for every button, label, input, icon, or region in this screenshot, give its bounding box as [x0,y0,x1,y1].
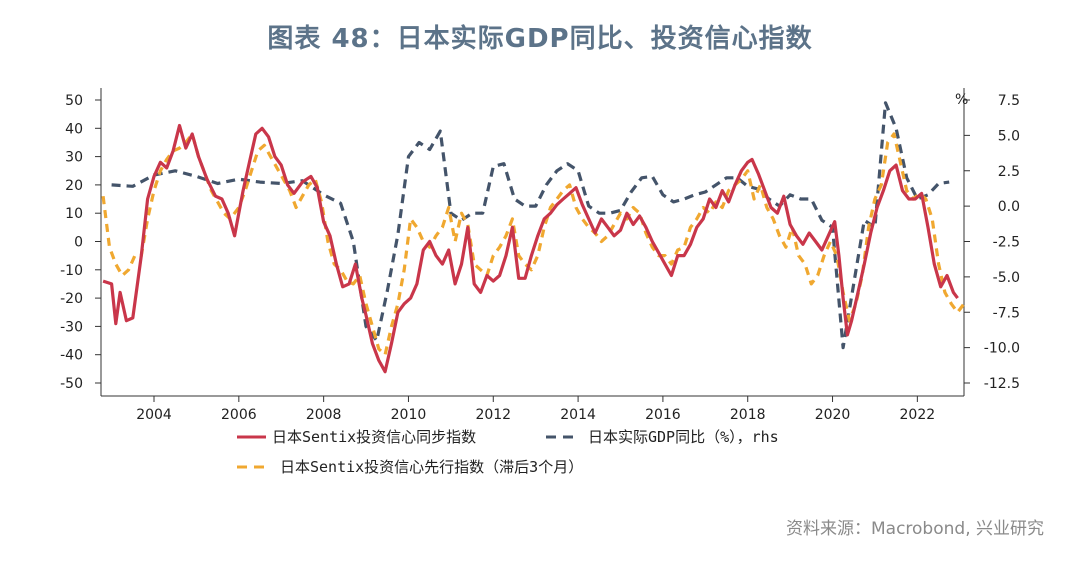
right-tick-label: -2.5 [993,235,1020,251]
left-tick-label: -20 [60,291,83,307]
right-tick-label: 5.0 [998,128,1020,144]
x-tick-label: 2020 [815,407,851,423]
left-tick-label: 30 [65,150,83,166]
left-tick-label: -40 [60,348,83,364]
left-tick-label: 40 [65,121,83,137]
x-tick-label: 2018 [730,407,766,423]
series-line-sync [102,123,959,374]
x-tick-label: 2012 [475,407,511,423]
left-tick-label: -10 [60,263,83,279]
right-tick-label: -10.0 [984,341,1020,357]
series-line-gdp [111,101,950,350]
x-tick-label: 2016 [645,407,681,423]
right-tick-label: -7.5 [993,305,1020,321]
page-title: 图表 48：日本实际GDP同比、投资信心指数 [267,24,813,54]
right-tick-label: -5.0 [993,270,1020,286]
x-tick-label: 2022 [900,407,936,423]
x-tick-label: 2008 [306,407,342,423]
series-layer [101,101,966,374]
x-tick-label: 2010 [391,407,427,423]
x-tick-label: 2006 [221,407,257,423]
series-line-lead [101,132,966,357]
right-tick-label: 0.0 [998,199,1020,215]
left-tick-label: 10 [65,206,83,222]
right-axis-ticks: % 7.5 5.0 2.5 0.0 -2.5 -5.0 -7.5 -10.0 -12.5 [955,92,1020,392]
legend-label-sync: 日本Sentix投资信心同步指数 [272,428,476,446]
legend: 日本Sentix投资信心同步指数 日本实际GDP同比（%），rhs 日本Sent… [237,428,779,476]
left-tick-label: 50 [65,93,83,109]
left-tick-label: 20 [65,178,83,194]
x-tick-label: 2004 [136,407,172,423]
left-tick-label: -30 [60,319,83,335]
left-tick-label: 0 [74,235,83,251]
x-tick-label: 2014 [560,407,596,423]
right-tick-label: 2.5 [998,164,1020,180]
left-axis-ticks: 50 40 30 20 10 0 -10 -20 -30 -40 -50 [60,93,101,392]
legend-label-lead: 日本Sentix投资信心先行指数（滞后3个月） [280,458,583,476]
legend-label-gdp: 日本实际GDP同比（%），rhs [588,428,779,446]
left-tick-label: -50 [60,376,83,392]
right-tick-label: 7.5 [998,93,1020,109]
x-axis-ticks: 2004 2006 2008 2010 2012 2014 2016 2018 2020 2022 [136,396,935,423]
right-axis-unit: % [955,92,968,108]
right-tick-label: -12.5 [984,376,1020,392]
source-note: 资料来源：Macrobond, 兴业研究 [785,519,1044,539]
